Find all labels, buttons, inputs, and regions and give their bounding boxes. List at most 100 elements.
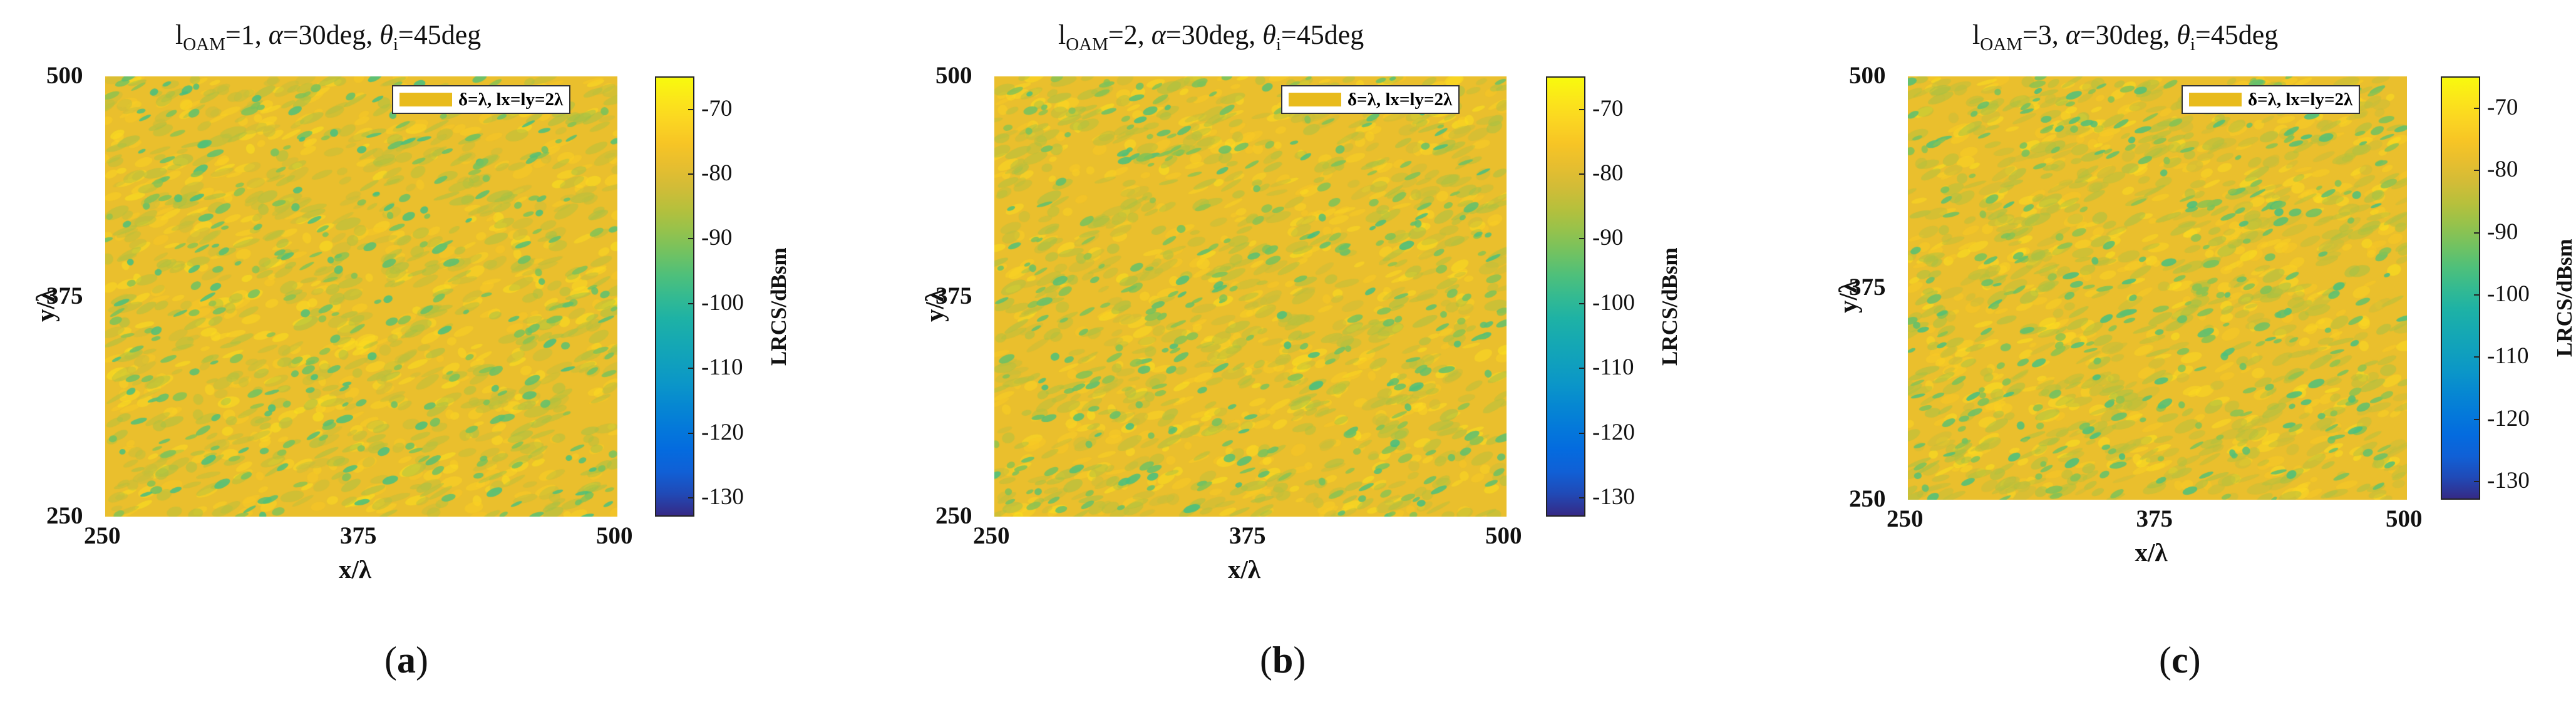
heatmap-plot-area xyxy=(994,76,1507,517)
legend-label: δ=λ, lx=ly=2λ xyxy=(2248,89,2353,110)
title-theta-sub: i xyxy=(393,34,398,54)
title-theta-symbol: θ xyxy=(1262,19,1276,50)
colorbar-tick-label: -80 xyxy=(701,160,733,187)
caption-paren-close: ) xyxy=(1293,639,1306,681)
x-tick-label: 250 xyxy=(1887,505,1924,532)
colorbar-tick-mark xyxy=(1579,238,1585,240)
heatmap-plot-area xyxy=(1908,76,2407,500)
colorbar-tick-mark xyxy=(2474,170,2480,172)
x-axis-label: x/λ xyxy=(339,555,372,584)
y-axis-label: y/λ xyxy=(31,289,59,322)
colorbar-tick-label: -120 xyxy=(1592,419,1635,445)
x-tick-label: 375 xyxy=(1229,522,1266,549)
colorbar-tick-label: -120 xyxy=(701,419,744,445)
colorbar-tick-label: -110 xyxy=(2487,343,2529,369)
title-l-sub: OAM xyxy=(1980,34,2022,54)
legend-swatch xyxy=(399,93,452,106)
colorbar-tick-label: -100 xyxy=(701,289,744,316)
colorbar xyxy=(1546,76,1585,517)
y-tick-label: 500 xyxy=(935,62,972,89)
x-tick-label: 500 xyxy=(596,522,633,549)
colorbar-tick-label: -110 xyxy=(1592,354,1634,381)
caption-paren-open: ( xyxy=(384,639,397,681)
x-tick-label: 375 xyxy=(2136,505,2173,532)
colorbar-tick-mark xyxy=(688,302,694,304)
heatmap-field xyxy=(994,76,1507,517)
colorbar-tick-label: -70 xyxy=(2487,94,2518,120)
colorbar-tick-label: -120 xyxy=(2487,405,2530,431)
title-alpha-symbol: α xyxy=(2065,19,2080,50)
legend-swatch xyxy=(1289,93,1341,106)
y-tick-label: 375 xyxy=(46,282,83,309)
title-l: l xyxy=(175,19,183,50)
colorbar-tick-label: -130 xyxy=(701,483,744,510)
legend-label: δ=λ, lx=ly=2λ xyxy=(1347,89,1453,110)
colorbar-tick-mark xyxy=(2474,481,2480,483)
colorbar-tick-label: -90 xyxy=(2487,219,2518,245)
colorbar-tick-mark xyxy=(2474,418,2480,420)
colorbar-tick-label: -70 xyxy=(1592,95,1624,121)
title-alpha-value: =30deg, xyxy=(282,19,380,50)
caption-letter: a xyxy=(396,639,416,681)
title-l-sub: OAM xyxy=(1066,34,1108,54)
panel-title: lOAM=1, α=30deg, θi=45deg xyxy=(175,19,481,55)
legend-box: δ=λ, lx=ly=2λ xyxy=(1281,85,1460,114)
x-tick-label: 500 xyxy=(2386,505,2423,532)
colorbar-tick-mark xyxy=(688,173,694,175)
y-tick-label: 250 xyxy=(1849,485,1886,512)
x-tick-label: 500 xyxy=(1485,522,1522,549)
colorbar-tick-mark xyxy=(1579,432,1585,434)
panel-title: lOAM=3, α=30deg, θi=45deg xyxy=(1972,19,2278,55)
x-tick-label: 250 xyxy=(84,522,121,549)
y-axis-label: y/λ xyxy=(1833,280,1862,313)
title-alpha-value: =30deg, xyxy=(2079,19,2177,50)
colorbar-tick-label: -90 xyxy=(1592,225,1624,251)
x-axis-label: x/λ xyxy=(2135,538,2168,567)
y-tick-label: 250 xyxy=(46,502,83,529)
colorbar-tick-label: -130 xyxy=(1592,483,1635,510)
title-theta-symbol: θ xyxy=(2177,19,2190,50)
title-theta-symbol: θ xyxy=(379,19,393,50)
colorbar-tick-mark xyxy=(688,432,694,434)
title-l-value: =3, xyxy=(2022,19,2066,50)
colorbar-tick-mark xyxy=(2474,294,2480,296)
caption-paren-close: ) xyxy=(415,639,428,681)
panel-caption: (c) xyxy=(2159,639,2201,682)
x-tick-label: 375 xyxy=(340,522,377,549)
y-tick-label: 250 xyxy=(935,502,972,529)
colorbar-tick-label: -130 xyxy=(2487,468,2530,494)
legend-swatch xyxy=(2189,93,2242,106)
colorbar-tick-mark xyxy=(1579,368,1585,369)
title-alpha-value: =30deg, xyxy=(1165,19,1263,50)
title-l: l xyxy=(1972,19,1981,50)
legend-box: δ=λ, lx=ly=2λ xyxy=(392,85,571,114)
title-theta-sub: i xyxy=(1275,34,1281,54)
heatmap-field xyxy=(105,76,617,517)
title-l: l xyxy=(1058,19,1066,50)
colorbar-tick-label: -100 xyxy=(2487,281,2530,307)
colorbar-label: LRCS/dBsm xyxy=(766,247,791,366)
title-theta-value: =45deg xyxy=(398,19,482,50)
colorbar-tick-mark xyxy=(1579,497,1585,498)
y-tick-label: 375 xyxy=(1849,274,1886,301)
colorbar-tick-mark xyxy=(1579,108,1585,110)
colorbar-tick-mark xyxy=(1579,302,1585,304)
caption-paren-open: ( xyxy=(2159,639,2172,681)
panel-caption: (a) xyxy=(384,639,428,682)
heatmap-plot-area xyxy=(105,76,617,517)
colorbar-tick-label: -100 xyxy=(1592,289,1635,316)
panel-caption: (b) xyxy=(1260,639,1306,682)
x-axis-label: x/λ xyxy=(1228,555,1261,584)
caption-letter: b xyxy=(1272,639,1294,681)
colorbar-tick-mark xyxy=(688,497,694,498)
caption-letter: c xyxy=(2171,639,2188,681)
colorbar xyxy=(2441,76,2480,500)
colorbar-tick-label: -90 xyxy=(701,225,733,251)
title-l-sub: OAM xyxy=(183,34,225,54)
heatmap-field xyxy=(1908,76,2407,500)
colorbar-tick-mark xyxy=(2474,107,2480,109)
colorbar-tick-mark xyxy=(688,238,694,240)
title-theta-value: =45deg xyxy=(2195,19,2279,50)
legend-label: δ=λ, lx=ly=2λ xyxy=(458,89,564,110)
title-theta-sub: i xyxy=(2190,34,2195,54)
